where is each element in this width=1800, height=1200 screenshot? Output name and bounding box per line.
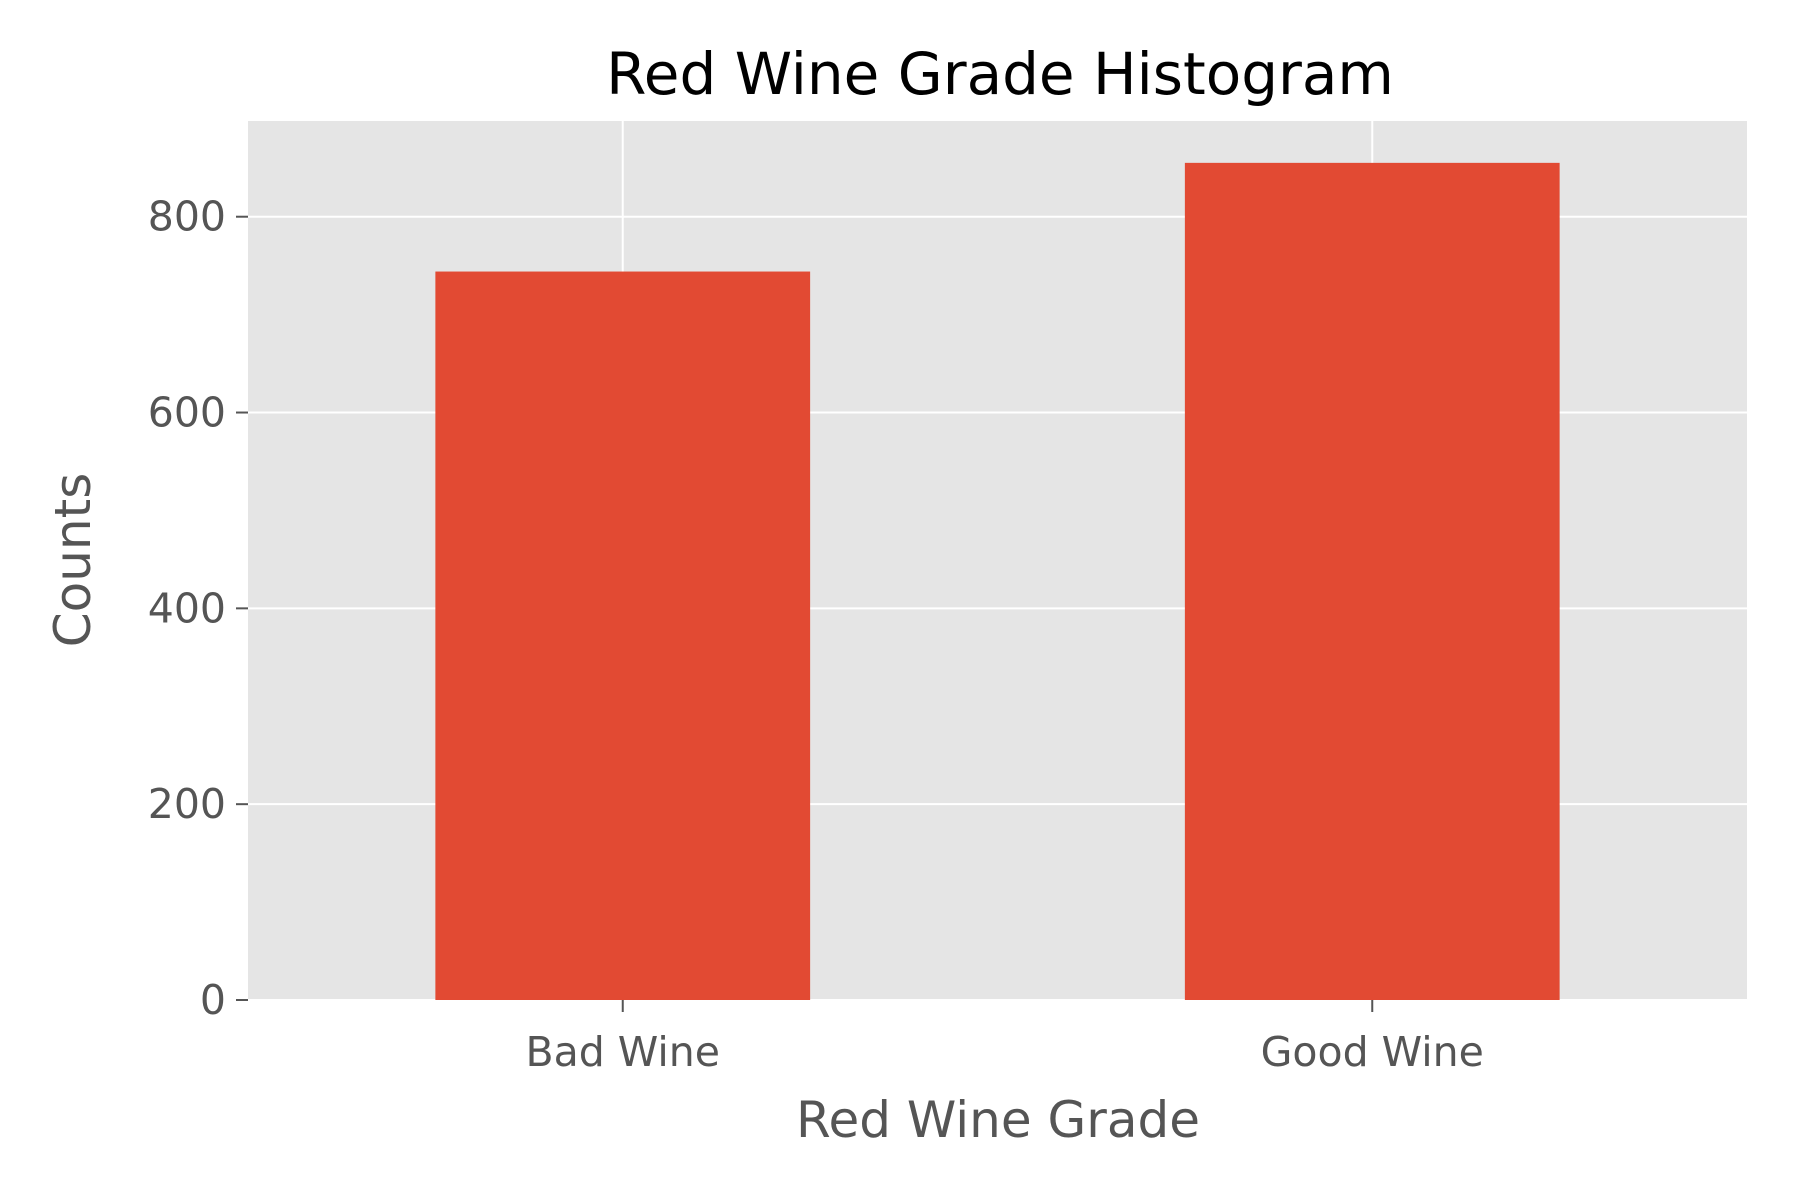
x-axis: Bad Wine Good Wine [525,1000,1484,1076]
y-tick-label: 600 [148,389,226,437]
x-tick-label: Good Wine [1261,1028,1484,1076]
y-tick-label: 200 [148,780,226,828]
y-tick-label: 800 [148,193,226,241]
x-axis-label: Red Wine Grade [796,1091,1200,1149]
x-tick-label: Bad Wine [525,1028,720,1076]
y-tick-label: 400 [148,584,226,632]
y-axis: 0 200 400 600 800 [148,193,248,1024]
y-tick-label: 0 [200,976,226,1024]
bars [435,162,1560,1001]
y-axis-label: Counts [44,473,102,648]
bar-good-wine [1184,162,1560,1000]
chart-title: Red Wine Grade Histogram [606,40,1394,108]
bar-bad-wine [435,271,811,1001]
